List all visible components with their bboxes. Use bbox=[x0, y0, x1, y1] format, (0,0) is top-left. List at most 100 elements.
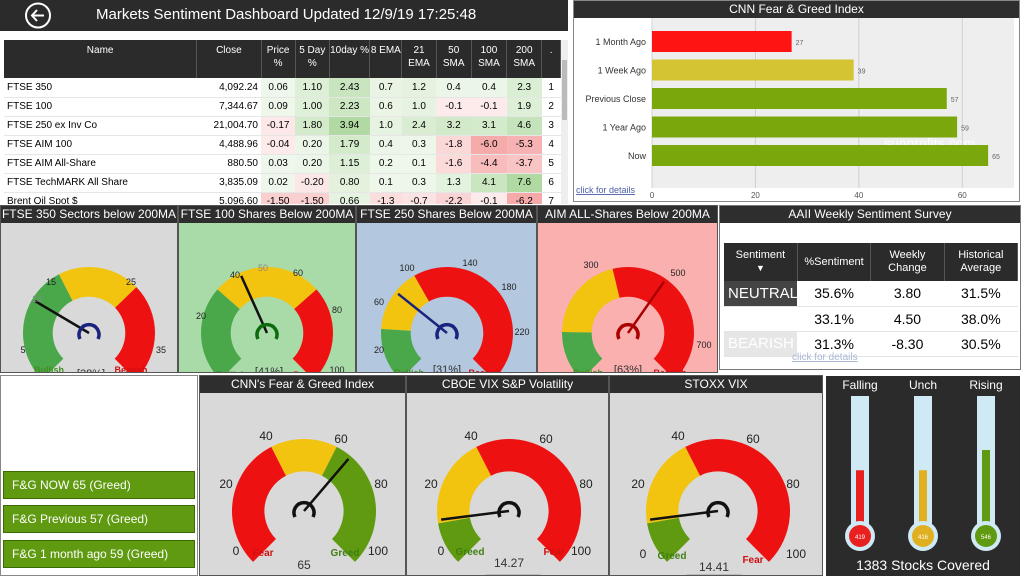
gauge-tick-label: 5 bbox=[20, 345, 25, 355]
gauge-tick-label: 20 bbox=[631, 477, 645, 491]
markets-table-scrollbar[interactable] bbox=[561, 40, 568, 204]
gauge-hub bbox=[255, 322, 279, 340]
markets-col-header[interactable]: 8 EMA bbox=[369, 40, 403, 78]
markets-col-header[interactable]: 200 SMA bbox=[506, 40, 543, 78]
gauge-tick-label: 300 bbox=[583, 260, 598, 270]
gauge-tick-label: 15 bbox=[46, 277, 56, 287]
aaii-title: AAII Weekly Sentiment Survey bbox=[720, 206, 1020, 223]
gauge-hub bbox=[616, 322, 640, 340]
market-value-cell: -4.4 bbox=[471, 154, 507, 174]
market-value-cell: 7 bbox=[541, 192, 561, 204]
markets-table-row[interactable]: FTSE AIM All-Share 880.50 0.03 0.20 1.15 0.2 0… bbox=[4, 154, 561, 174]
aaii-header-historical[interactable]: Historical Average bbox=[944, 243, 1019, 281]
thermometer-fill bbox=[919, 470, 927, 536]
markets-table-row[interactable]: FTSE 250 ex Inv Co 21,004.70 -0.17 1.80 3.94… bbox=[4, 116, 561, 136]
gauge-chart: 300 500 700 Bullish Bearish [63%] bbox=[562, 260, 712, 380]
aaii-cell: 31.5% bbox=[944, 281, 1018, 307]
market-name-cell: FTSE 250 ex Inv Co bbox=[4, 116, 197, 136]
fg-previous-box[interactable]: F&G Previous 57 (Greed) bbox=[3, 505, 195, 533]
gauge-segment bbox=[612, 267, 694, 380]
market-value-cell: 880.50 bbox=[196, 154, 261, 174]
aaii-cell: -8.30 bbox=[870, 331, 945, 357]
markets-table-row[interactable]: FTSE 100 7,344.67 0.09 1.00 2.23 0.6 1.0 -0.1 -0… bbox=[4, 97, 561, 117]
aaii-details-link[interactable]: click for details bbox=[792, 352, 858, 363]
market-value-cell: 0.3 bbox=[401, 135, 437, 155]
gauge-left-label: Greed bbox=[658, 551, 687, 562]
market-value-cell: 1.10 bbox=[295, 78, 330, 98]
gauge-value-label: 65 bbox=[297, 558, 311, 572]
markets-table-row[interactable]: FTSE 350 4,092.24 0.06 1.10 2.43 0.7 1.2 0.4 0.4… bbox=[4, 78, 561, 98]
gauge-tick-label: 40 bbox=[464, 429, 478, 443]
market-value-cell: -0.7 bbox=[401, 192, 437, 204]
gauge-tick-label: 140 bbox=[462, 258, 477, 268]
markets-col-header[interactable]: 5 Day % bbox=[295, 40, 330, 78]
gauge-segment bbox=[685, 439, 790, 562]
gauge-needle bbox=[240, 275, 269, 334]
aaii-cell: 3.80 bbox=[870, 281, 945, 307]
markets-col-header[interactable]: 50 SMA bbox=[436, 40, 472, 78]
gauge-tick-label: 20 bbox=[196, 311, 206, 321]
dashboard-title: Markets Sentiment Dashboard Updated 12/9… bbox=[96, 6, 477, 23]
markets-table-row[interactable]: Brent Oil Spot $5,096.60 -1.50 -1.50 0.66 -1… bbox=[4, 192, 561, 204]
markets-col-header[interactable]: 21 EMA bbox=[401, 40, 437, 78]
cnn-bar[interactable] bbox=[652, 88, 947, 109]
market-value-cell: 1.79 bbox=[329, 135, 370, 155]
markets-col-header[interactable]: Name bbox=[4, 40, 198, 78]
gauge-hub bbox=[706, 500, 730, 518]
market-value-cell: 0.09 bbox=[261, 97, 296, 117]
cnn-bar[interactable] bbox=[652, 59, 854, 81]
markets-col-header[interactable]: Price % bbox=[261, 40, 296, 78]
gauge-right-label: Bearish bbox=[653, 368, 686, 372]
thermometer-fill bbox=[982, 450, 990, 536]
aaii-header-sentiment[interactable]: Sentiment ▼ bbox=[724, 243, 798, 281]
market-value-cell: 6 bbox=[541, 173, 561, 193]
markets-col-header[interactable]: 10day % bbox=[329, 40, 371, 78]
gauge-segment bbox=[437, 446, 492, 524]
markets-table: Name Close Price % 5 Day % 10day % 8 EMA 21 EM… bbox=[4, 40, 561, 204]
gauge-right-label: Fear bbox=[543, 547, 564, 558]
market-value-cell: 0.03 bbox=[261, 154, 296, 174]
market-value-cell: 0.7 bbox=[369, 78, 402, 98]
category-label: 1 Year Ago bbox=[602, 123, 646, 133]
gauge-hub bbox=[77, 322, 101, 340]
market-value-cell: 3.2 bbox=[436, 116, 472, 136]
market-value-cell: 3 bbox=[541, 116, 561, 136]
markets-col-header[interactable]: 100 SMA bbox=[471, 40, 508, 78]
markets-col-header[interactable]: Close bbox=[196, 40, 262, 78]
market-value-cell: -6.2 bbox=[506, 192, 542, 204]
gauge-value-label: 14.41 bbox=[699, 560, 729, 574]
x-tick-label: 20 bbox=[751, 191, 760, 200]
cnn-bar[interactable] bbox=[652, 31, 792, 52]
markets-col-header[interactable]: . bbox=[541, 40, 561, 78]
aaii-header-weekly[interactable]: Weekly Change bbox=[870, 243, 945, 281]
thermometer-bulb-fill bbox=[849, 525, 871, 547]
market-value-cell: 0.20 bbox=[295, 135, 330, 155]
aim-allshares-gauge-panel: AIM ALL-Shares Below 200MA 300 500 700 Bulli… bbox=[537, 205, 718, 380]
gauge-segment bbox=[646, 446, 701, 524]
aaii-header-pct[interactable]: %Sentiment bbox=[797, 243, 872, 281]
aaii-row: 33.1% 4.50 38.0% bbox=[724, 306, 1018, 332]
aaii-cell: 35.6% bbox=[797, 281, 871, 307]
markets-table-row[interactable]: FTSE AIM 100 4,488.96 -0.04 0.20 1.79 0.4 0.3-… bbox=[4, 135, 561, 155]
market-value-cell: -1.8 bbox=[436, 135, 472, 155]
gauge-segment bbox=[381, 275, 430, 331]
gauge-left-label: Bullish bbox=[573, 368, 603, 372]
cnn-bar[interactable] bbox=[652, 116, 958, 138]
gauge-chart: 5 13 15 25 35 Bullish Bearish [28%] bbox=[20, 267, 166, 380]
markets-table-row[interactable]: FTSE TechMARK All Share 3,835.09 0.02 -0.20… bbox=[4, 173, 561, 193]
thermometer-tube bbox=[914, 396, 932, 531]
market-value-cell: 1.3 bbox=[436, 173, 472, 193]
gauge-segment bbox=[114, 287, 155, 380]
cnn-bar-title: CNN Fear & Greed Index bbox=[574, 1, 1019, 18]
market-value-cell: 3.94 bbox=[329, 116, 370, 136]
fg-month-ago-box[interactable]: F&G 1 month ago 59 (Greed) bbox=[3, 540, 195, 568]
fg-now-box[interactable]: F&G NOW 65 (Greed) bbox=[3, 471, 195, 499]
stoxx-vix-gauge-panel: STOXX VIX020406080100GreedFear14.41-6.67… bbox=[609, 375, 823, 581]
back-arrow-icon[interactable] bbox=[23, 2, 53, 29]
cnn-bar[interactable] bbox=[652, 145, 989, 166]
market-value-cell: -1.50 bbox=[295, 192, 330, 204]
cnn-details-link[interactable]: click for details bbox=[576, 185, 636, 195]
gauge-title: AIM ALL-Shares Below 200MA bbox=[538, 206, 717, 223]
market-value-cell: 4 bbox=[541, 135, 561, 155]
gauge-tick-label: 100 bbox=[399, 263, 414, 273]
